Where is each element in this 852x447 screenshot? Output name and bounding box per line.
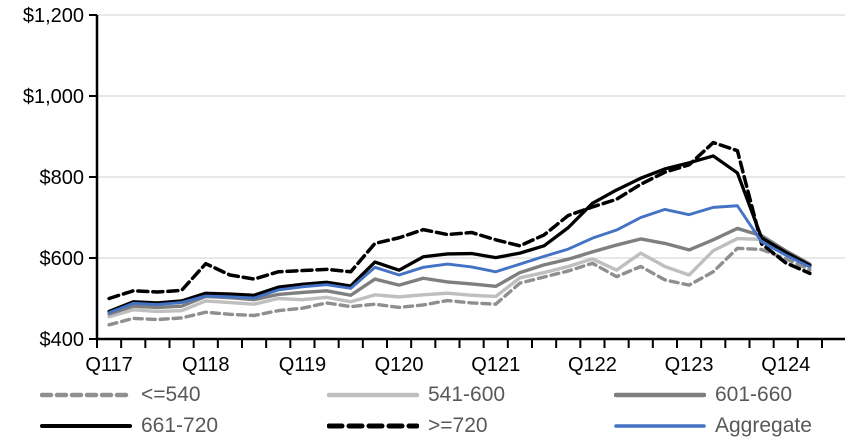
legend-swatch-661-720 <box>40 424 132 428</box>
legend-label-541-600: 541-600 <box>428 383 506 406</box>
legend-label-720: >=720 <box>428 414 488 437</box>
x-axis-tick-label: Q120 <box>375 354 424 376</box>
legend-swatch-540 <box>40 392 132 398</box>
legend-swatch-aggregate <box>614 424 706 428</box>
legend-item-661-720: 661-720 <box>40 414 327 438</box>
x-axis-tick-label: Q117 <box>85 354 132 376</box>
legend-item-aggregate: Aggregate <box>614 414 840 438</box>
series-line-720 <box>107 140 812 301</box>
y-axis-tick-label: $1,000 <box>23 86 84 108</box>
legend-label-aggregate: Aggregate <box>715 414 812 437</box>
y-axis-tick-label: $800 <box>40 167 85 189</box>
legend-item-540: <=540 <box>40 383 327 407</box>
legend-item-541-600: 541-600 <box>327 383 614 407</box>
x-axis-tick-label: Q118 <box>182 354 229 376</box>
y-axis-tick-label: $400 <box>40 329 85 351</box>
legend-swatch-541-600 <box>327 392 419 398</box>
chart-legend: <=540 541-600 601-660 661-720 >=720 Aggregate <box>40 383 840 438</box>
legend-label-661-720: 661-720 <box>141 414 219 437</box>
series-line-540 <box>107 246 812 327</box>
y-axis-tick-label: $1,200 <box>23 5 84 27</box>
x-axis-tick-label: Q121 <box>471 354 520 376</box>
x-axis-tick-label: Q122 <box>568 354 617 376</box>
x-axis-tick-label: Q123 <box>665 354 714 376</box>
legend-label-601-660: 601-660 <box>715 383 793 406</box>
y-axis-tick-label: $600 <box>40 248 85 270</box>
series-line-aggregate <box>107 204 812 315</box>
legend-swatch-720 <box>327 423 419 429</box>
series-line-541-600 <box>107 236 812 319</box>
legend-item-720: >=720 <box>327 414 614 438</box>
legend-label-540: <=540 <box>141 383 201 406</box>
x-axis-tick-label: Q124 <box>761 354 810 376</box>
legend-swatch-601-660 <box>614 392 706 398</box>
legend-item-601-660: 601-660 <box>614 383 840 407</box>
x-axis-tick-label: Q119 <box>279 354 326 376</box>
